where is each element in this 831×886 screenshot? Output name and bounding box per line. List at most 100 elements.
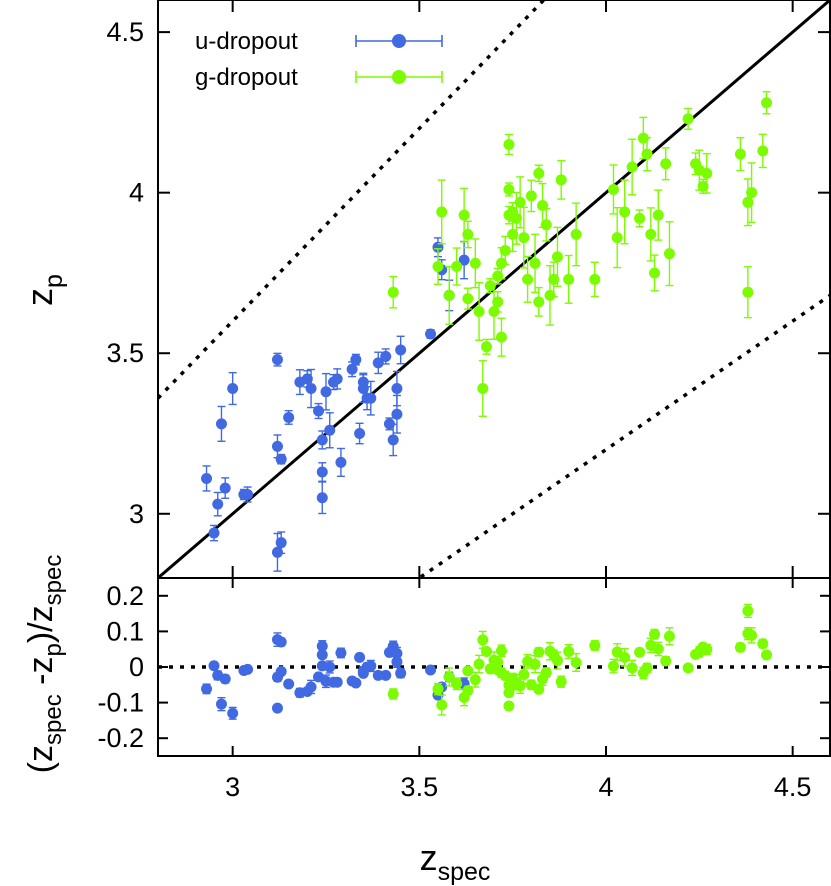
g-dropout-residual-point <box>533 646 545 658</box>
legend-marker-dot <box>392 70 406 84</box>
u-dropout-point <box>201 472 213 484</box>
g-dropout-point <box>432 261 444 273</box>
u-dropout-point <box>350 354 362 366</box>
g-dropout-point <box>481 341 493 353</box>
g-dropout-residual-point <box>387 688 399 700</box>
legend-marker-u-dropout <box>355 34 443 48</box>
g-dropout-point <box>387 286 399 298</box>
top-reference-lines <box>158 0 830 578</box>
g-dropout-point <box>652 209 664 221</box>
u-dropout-residual-point <box>316 649 328 661</box>
u-dropout-residual-point <box>335 647 347 659</box>
u-dropout-point <box>219 482 231 494</box>
g-dropout-point <box>682 113 694 125</box>
g-dropout-point <box>477 383 489 395</box>
g-dropout-point <box>742 286 754 298</box>
u-dropout-residual-point <box>425 664 437 676</box>
u-dropout-point <box>271 354 283 366</box>
u-dropout-point <box>316 466 328 478</box>
u-dropout-point <box>346 363 358 375</box>
u-dropout-point <box>391 408 403 420</box>
g-dropout-point <box>443 289 455 301</box>
g-dropout-point <box>746 187 758 199</box>
legend-label-u-dropout: u-dropout <box>195 28 298 55</box>
u-dropout-residual-point <box>380 669 392 681</box>
g-dropout-residual-point <box>701 643 713 655</box>
g-dropout-point <box>634 212 646 224</box>
axis-ticks: 3 3.5 4 4.5 3 3.5 4 4.5 0.2 0.1 0 -0.1 -0.2 <box>97 0 830 802</box>
bottom-y-tick-label: 0 <box>129 652 144 682</box>
g-dropout-residual-point <box>652 643 664 655</box>
u-dropout-point <box>275 453 287 465</box>
g-dropout-residual-point <box>626 662 638 674</box>
u-dropout-residual-point <box>227 707 239 719</box>
u-dropout-point <box>458 254 470 266</box>
g-dropout-point <box>503 139 515 150</box>
g-dropout-point <box>495 257 507 269</box>
bottom-data-points <box>201 603 773 720</box>
g-dropout-point <box>570 228 582 240</box>
g-dropout-point <box>663 248 675 260</box>
u-dropout-point <box>354 428 366 439</box>
u-dropout-residual-point <box>219 673 231 685</box>
top-data-points <box>201 91 773 572</box>
g-dropout-point <box>499 244 511 256</box>
g-dropout-point <box>544 289 556 301</box>
g-dropout-point <box>649 267 661 279</box>
g-dropout-point <box>551 251 563 263</box>
top-y-tick-label: 4 <box>129 178 144 208</box>
g-dropout-point <box>563 273 575 285</box>
u-dropout-residual-point <box>271 702 283 714</box>
g-dropout-point <box>492 296 504 308</box>
u-dropout-residual-point <box>350 677 362 689</box>
u-dropout-point <box>271 546 283 558</box>
u-dropout-residual-point <box>354 651 366 663</box>
g-dropout-residual-point <box>492 656 504 668</box>
u-dropout-residual-point <box>215 698 227 710</box>
u-dropout-point <box>391 383 403 395</box>
u-dropout-point <box>316 492 328 504</box>
g-dropout-point <box>525 190 537 202</box>
g-dropout-point <box>660 158 672 170</box>
u-dropout-residual-point <box>275 666 287 678</box>
g-dropout-residual-point <box>503 700 515 712</box>
g-dropout-residual-point <box>451 678 463 690</box>
g-dropout-residual-point <box>660 655 672 667</box>
g-dropout-residual-point <box>481 646 493 658</box>
g-dropout-point <box>540 219 552 231</box>
u-dropout-point <box>432 241 444 253</box>
g-dropout-point <box>529 257 541 269</box>
g-dropout-point <box>641 148 653 160</box>
g-dropout-point <box>436 206 448 218</box>
bottom-y-tick-label: -0.2 <box>97 723 144 753</box>
g-dropout-point <box>626 161 638 173</box>
u-dropout-point <box>316 434 328 446</box>
legend-marker-dot <box>392 34 406 48</box>
u-dropout-point <box>372 357 384 369</box>
u-dropout-point <box>324 424 336 436</box>
g-dropout-point <box>507 228 519 240</box>
g-dropout-residual-point <box>742 605 754 617</box>
u-dropout-point <box>380 350 392 362</box>
g-dropout-residual-point <box>495 645 507 657</box>
u-dropout-residual-point <box>201 683 213 695</box>
x-axis-label: zspec <box>420 837 491 886</box>
g-dropout-residual-point <box>589 639 601 651</box>
g-dropout-point <box>734 148 746 160</box>
lower-bound-line <box>416 293 830 578</box>
u-dropout-point <box>212 498 224 510</box>
g-dropout-point <box>503 183 515 195</box>
g-dropout-residual-point <box>555 676 567 688</box>
g-dropout-point <box>645 228 657 240</box>
g-dropout-residual-point <box>619 651 631 663</box>
u-dropout-residual-point <box>208 660 220 672</box>
g-dropout-point <box>451 261 463 273</box>
g-dropout-point <box>514 196 526 208</box>
g-dropout-residual-point <box>649 628 661 640</box>
g-dropout-point <box>469 257 481 269</box>
g-dropout-residual-point <box>432 683 444 695</box>
g-dropout-point <box>495 331 507 343</box>
g-dropout-point <box>607 183 619 195</box>
g-dropout-residual-point <box>469 674 481 686</box>
